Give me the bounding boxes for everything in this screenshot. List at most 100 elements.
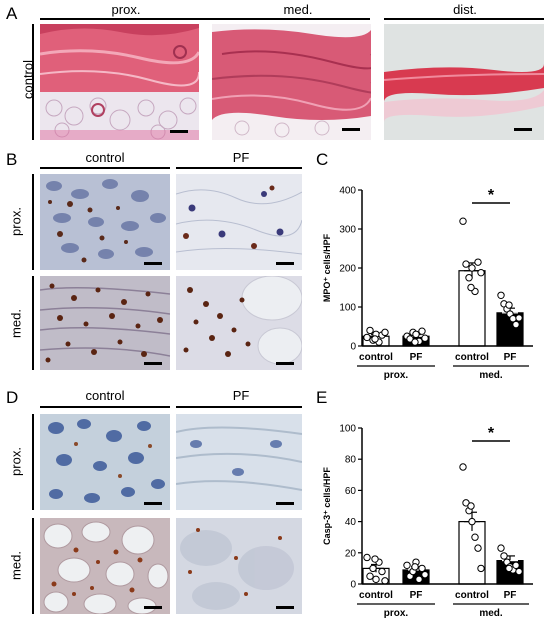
y-tick-label: 40	[345, 517, 357, 528]
micrograph-a-med	[212, 24, 371, 140]
data-point	[459, 463, 467, 471]
panel-b-row-label-med: med.	[8, 309, 24, 338]
panel-a-col-label-dist: dist.	[453, 2, 477, 17]
data-point	[403, 561, 411, 569]
data-point	[467, 502, 475, 510]
data-point	[371, 555, 379, 563]
data-point	[465, 274, 473, 282]
data-point	[369, 564, 377, 573]
data-point	[421, 334, 429, 342]
panel-a-col-rule-med	[212, 18, 370, 20]
significance-label: *	[488, 187, 495, 204]
panel-b-row-label-prox: prox.	[8, 207, 24, 236]
panel-a-col-rule-dist	[384, 18, 544, 20]
data-point	[415, 575, 423, 584]
panel-a-row-label: control	[20, 59, 36, 100]
scale-bar	[144, 606, 162, 609]
scale-bar	[170, 130, 188, 133]
x-tick-label: PF	[410, 590, 423, 601]
data-point	[471, 533, 479, 541]
scale-bar	[144, 362, 162, 365]
y-tick-label: 0	[350, 580, 356, 591]
group-label: prox.	[384, 370, 409, 381]
panel-letter-e: E	[316, 388, 328, 407]
micrograph-b-control-med	[40, 276, 170, 370]
scale-bar	[276, 262, 294, 265]
data-point	[468, 264, 476, 272]
panel-a-col-label-prox: prox.	[111, 2, 141, 17]
panel-d-col-rule-control	[40, 406, 170, 408]
data-point	[505, 301, 513, 309]
data-point	[474, 544, 482, 552]
group-label: med.	[479, 608, 503, 619]
y-tick-label: 100	[339, 424, 356, 435]
panel-d-row-rule-med	[32, 518, 34, 614]
data-point	[378, 567, 386, 576]
panel-d-col-label-control: control	[85, 388, 125, 403]
data-point	[467, 283, 475, 292]
panel-letter-c: C	[316, 150, 329, 169]
data-point	[477, 268, 485, 277]
data-point	[418, 564, 426, 573]
chart-mpo: 0 100 200 300 400 MPO⁺ cells/HPF control PF cont…	[322, 186, 533, 381]
panel-b-col-label-control: control	[85, 150, 125, 165]
y-tick-label: 60	[345, 486, 357, 497]
scale-bar	[514, 128, 532, 131]
data-point	[512, 320, 520, 329]
data-point	[468, 517, 476, 526]
scale-bar	[144, 262, 162, 265]
data-point	[462, 260, 470, 268]
micrograph-b-pf-prox	[176, 174, 302, 270]
scale-bar	[276, 362, 294, 365]
data-point	[412, 330, 420, 339]
micrograph-b-pf-med	[176, 276, 302, 370]
group-label: prox.	[384, 608, 409, 619]
scale-bar	[276, 502, 294, 505]
scale-bar	[342, 128, 360, 131]
data-point	[497, 291, 505, 300]
bar	[458, 270, 486, 347]
bar	[458, 520, 486, 585]
data-point	[381, 328, 389, 337]
data-point	[381, 577, 389, 585]
data-point	[505, 564, 513, 573]
panel-b-col-rule-pf	[176, 167, 302, 169]
panel-b-row-rule-prox	[32, 174, 34, 270]
chart-casp3: 0 20 40 60 80 100 Casp-3⁺ cells/HPF control PF co…	[322, 424, 533, 619]
y-tick-label: 80	[345, 455, 357, 466]
data-point	[421, 570, 429, 579]
data-point	[477, 564, 485, 573]
x-tick-label: control	[359, 352, 393, 363]
y-axis-label: MPO⁺ cells/HPF	[322, 233, 332, 302]
scale-bar	[144, 502, 162, 505]
panel-a-col-rule-prox	[40, 18, 212, 20]
panel-b-col-label-pf: PF	[232, 150, 250, 165]
data-point	[372, 575, 380, 584]
data-point	[363, 333, 371, 342]
micrograph-d-control-prox	[40, 414, 170, 510]
panel-b-col-rule-control	[40, 167, 170, 169]
data-point	[474, 258, 482, 266]
scale-bar	[276, 606, 294, 609]
panel-letter-a: A	[6, 4, 18, 23]
data-point	[418, 327, 426, 335]
micrograph-d-pf-med	[176, 518, 302, 614]
panel-d-row-rule-prox	[32, 414, 34, 510]
data-point	[366, 572, 374, 580]
x-tick-label: control	[455, 352, 489, 363]
y-tick-label: 0	[350, 342, 356, 353]
panel-letter-b: B	[6, 150, 18, 169]
micrograph-a-dist	[384, 24, 544, 140]
data-point	[497, 544, 505, 552]
panel-d-col-rule-pf	[176, 406, 302, 408]
group-label: med.	[479, 370, 503, 381]
data-point	[512, 561, 520, 569]
panel-d-row-label-prox: prox.	[8, 447, 24, 476]
micrograph-b-control-prox	[40, 174, 170, 270]
micrograph-d-control-med	[40, 518, 170, 614]
micrograph-d-pf-prox	[176, 414, 302, 510]
y-axis-label: Casp-3⁺ cells/HPF	[322, 467, 332, 545]
y-tick-label: 100	[339, 303, 356, 314]
panel-d-row-label-med: med.	[8, 551, 24, 580]
data-point	[363, 553, 371, 562]
